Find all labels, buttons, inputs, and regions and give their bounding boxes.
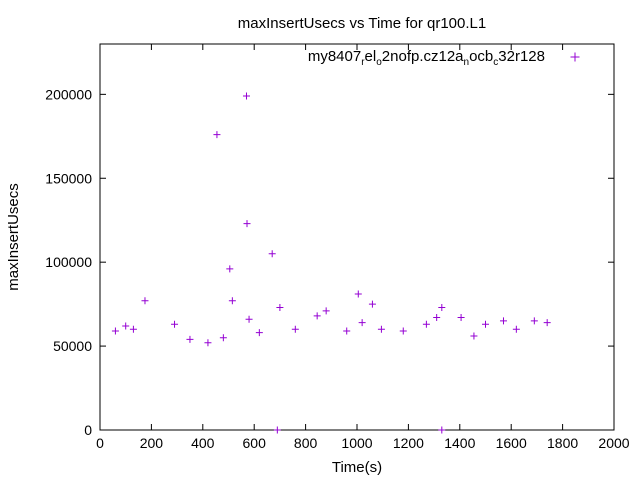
legend-marker-plus bbox=[570, 52, 580, 62]
x-axis-title: Time(s) bbox=[332, 459, 382, 476]
legend-label-part: my8407 bbox=[308, 48, 361, 65]
legend-marker bbox=[570, 52, 580, 62]
x-tick-label: 1000 bbox=[341, 435, 372, 451]
outlier-point bbox=[438, 426, 446, 434]
outlier-point bbox=[543, 319, 551, 327]
x-tick-label: 200 bbox=[140, 435, 164, 451]
legend: my8407relo2nofp.cz12anocbc32r128 bbox=[308, 48, 580, 68]
outlier-point bbox=[255, 329, 263, 337]
outlier-point bbox=[242, 92, 250, 100]
legend-label-part: el bbox=[365, 48, 377, 65]
outlier-point bbox=[512, 325, 520, 333]
x-tick-label: 1200 bbox=[393, 435, 424, 451]
outlier-point bbox=[499, 317, 507, 325]
x-tick-label: 600 bbox=[243, 435, 267, 451]
y-axis-title: maxInsertUsecs bbox=[5, 183, 22, 291]
outlier-point bbox=[226, 265, 234, 273]
x-axis-ticks: 0 200 400 600 800 1000 1200 1400 1600 1800 2000 bbox=[96, 44, 630, 451]
outlier-point bbox=[273, 426, 281, 434]
outlier-point bbox=[204, 339, 212, 347]
y-tick-label: 150000 bbox=[45, 170, 92, 186]
outlier-point bbox=[122, 322, 130, 330]
legend-label-part: n bbox=[464, 57, 470, 68]
outlier-point bbox=[482, 320, 489, 328]
outlier-point bbox=[354, 290, 362, 298]
outlier-point bbox=[530, 317, 538, 325]
x-tick-label: 800 bbox=[294, 435, 318, 451]
outlier-point bbox=[343, 327, 351, 335]
outlier-point bbox=[276, 303, 284, 311]
y-tick-label: 100000 bbox=[45, 254, 92, 270]
legend-label: my8407relo2nofp.cz12anocbc32r128 bbox=[308, 48, 545, 68]
outlier-point bbox=[171, 320, 179, 328]
x-tick-label: 1600 bbox=[496, 435, 527, 451]
outlier-point bbox=[377, 325, 385, 333]
legend-label-part: o bbox=[376, 57, 382, 68]
legend-label-part: r bbox=[361, 57, 365, 68]
outlier-point bbox=[422, 320, 430, 328]
series-points bbox=[111, 92, 551, 434]
outlier-point bbox=[399, 327, 407, 335]
outlier-point bbox=[129, 325, 137, 333]
y-tick-label: 50000 bbox=[53, 338, 92, 354]
outlier-point bbox=[358, 319, 366, 327]
x-tick-label: 400 bbox=[191, 435, 215, 451]
x-tick-label: 0 bbox=[96, 435, 104, 451]
outlier-point bbox=[245, 315, 253, 323]
legend-label-part: 32r128 bbox=[498, 48, 545, 65]
outlier-point bbox=[141, 297, 149, 305]
outlier-point bbox=[368, 300, 376, 308]
outlier-point bbox=[213, 131, 221, 139]
outlier-point bbox=[438, 303, 446, 311]
x-tick-label: 1800 bbox=[547, 435, 578, 451]
outlier-point bbox=[111, 327, 119, 335]
outlier-point bbox=[457, 314, 465, 322]
x-tick-label: 1400 bbox=[444, 435, 475, 451]
outlier-point bbox=[433, 314, 441, 322]
outlier-point bbox=[313, 312, 321, 320]
outlier-point bbox=[291, 325, 299, 333]
y-axis-ticks: 0 50000 100000 150000 200000 bbox=[45, 86, 614, 438]
outlier-point bbox=[243, 220, 251, 228]
outlier-point bbox=[470, 332, 478, 340]
x-tick-label: 2000 bbox=[598, 435, 629, 451]
legend-label-part: 2nofp.cz12a bbox=[382, 48, 464, 65]
outlier-point bbox=[219, 334, 227, 342]
plot-frame bbox=[99, 43, 615, 431]
outlier-point bbox=[186, 335, 194, 343]
outlier-point bbox=[322, 307, 330, 315]
chart-title: maxInsertUsecs vs Time for qr100.L1 bbox=[238, 15, 486, 32]
y-tick-label: 200000 bbox=[45, 86, 92, 102]
y-tick-label: 0 bbox=[84, 422, 92, 438]
outlier-point bbox=[228, 297, 236, 305]
legend-label-part: c bbox=[493, 57, 498, 68]
outlier-point bbox=[268, 250, 276, 258]
legend-label-part: ocb bbox=[469, 48, 493, 65]
